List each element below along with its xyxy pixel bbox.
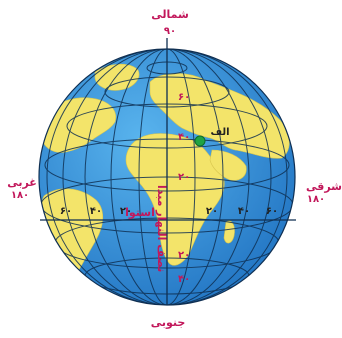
lon-tick-e40: ۴۰ xyxy=(238,206,250,217)
lon-tick-w60: ۶۰ xyxy=(60,206,72,217)
east-degree: ۱۸۰ xyxy=(307,194,325,205)
north-label: شمالی xyxy=(151,8,189,21)
lat-tick-20s: ۲۰ xyxy=(178,250,190,261)
meridian-4 xyxy=(62,49,272,305)
prime-meridian-label: نصف النهار مبدا xyxy=(155,185,168,272)
lat-tick-20n: ۲۰ xyxy=(178,172,190,183)
meridian-1 xyxy=(138,49,196,305)
lon-tick-e60: ۶۰ xyxy=(266,206,278,217)
equator-label: استوا xyxy=(125,206,155,219)
land-africa xyxy=(125,133,225,266)
lon-tick-w40: ۴۰ xyxy=(90,206,102,217)
point-a-label: الف xyxy=(210,127,229,138)
west-label: غربی xyxy=(7,176,37,189)
meridian-3 xyxy=(84,49,250,305)
east-label: شرقی xyxy=(306,180,342,193)
north-degree: ۹۰ xyxy=(164,26,176,37)
west-degree: ۱۸۰ xyxy=(11,190,29,201)
meridian-5 xyxy=(46,49,288,305)
south-label: جنوبی xyxy=(151,316,186,329)
lon-tick-e20: ۲۰ xyxy=(206,206,218,217)
land-arabia xyxy=(209,149,247,181)
lat-tick-40n: ۴۰ xyxy=(178,132,190,143)
point-a-marker xyxy=(194,135,206,147)
lat-tick-40s: ۴۰ xyxy=(178,274,190,285)
land-greenland xyxy=(94,63,140,91)
lat-tick-60n: ۶۰ xyxy=(178,92,190,103)
lon-tick-w20: ۲۰ xyxy=(120,206,132,217)
land-madagascar xyxy=(223,220,235,244)
meridian-2 xyxy=(110,49,224,305)
